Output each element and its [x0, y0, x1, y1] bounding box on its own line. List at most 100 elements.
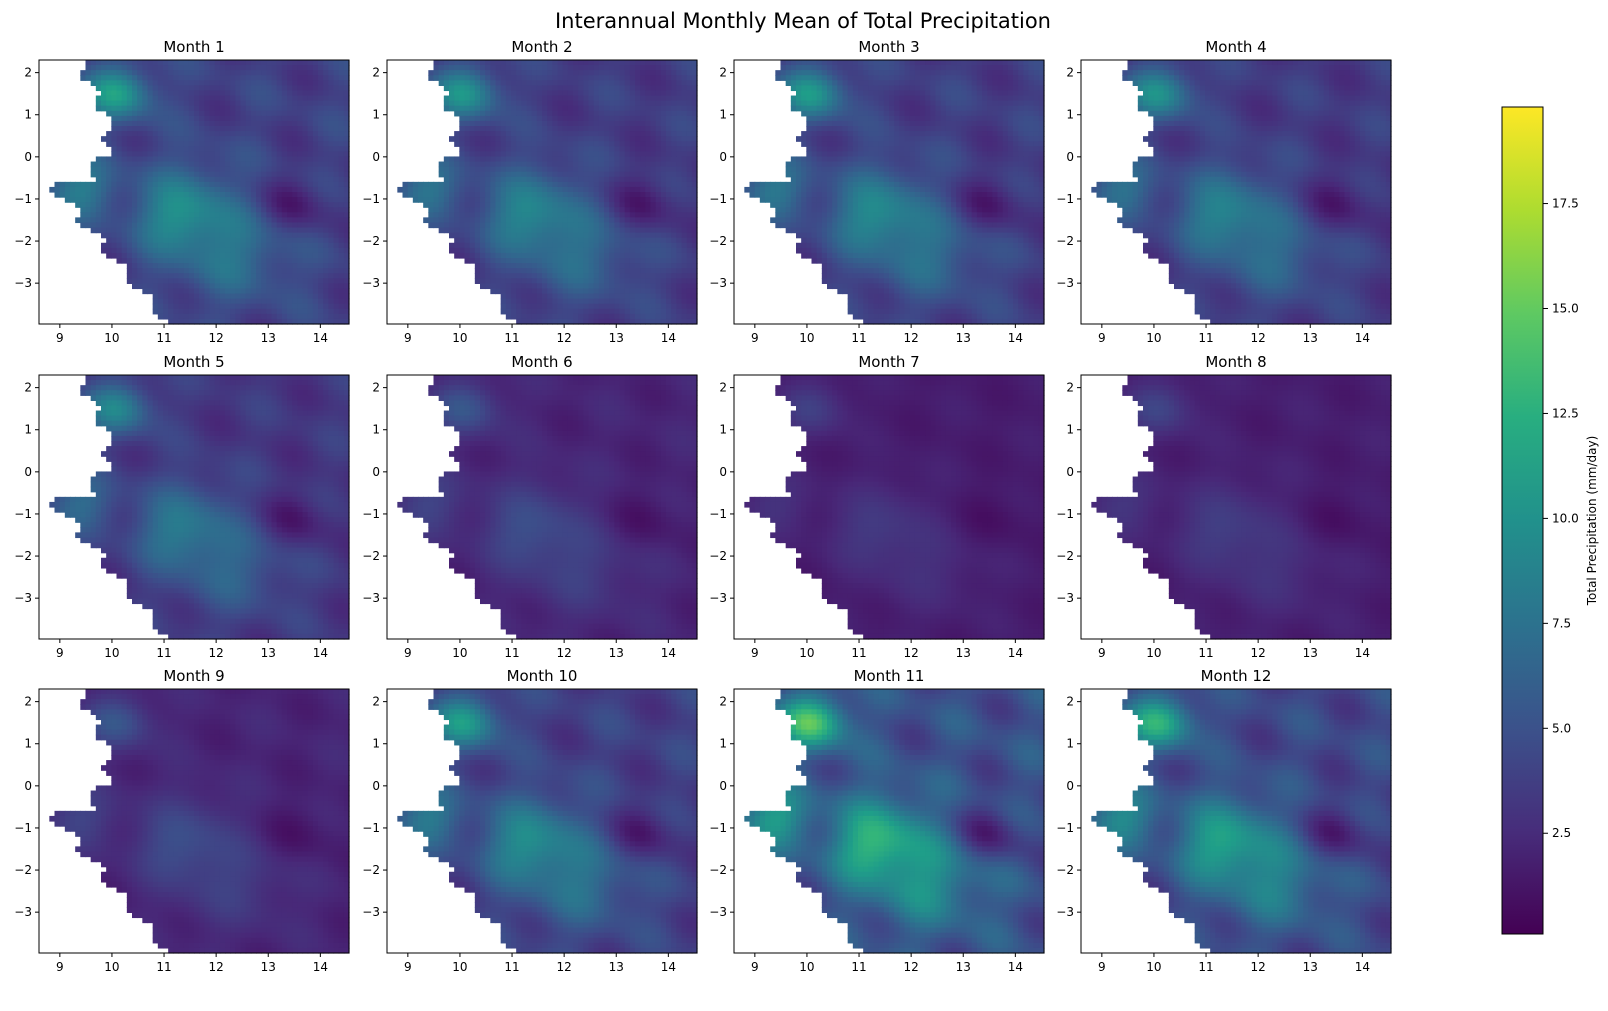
heatmap-cell	[241, 314, 247, 320]
heatmap-cell	[287, 141, 293, 147]
heatmap-cell	[589, 172, 595, 178]
heatmap-cell	[614, 243, 620, 249]
heatmap-cell	[158, 304, 164, 310]
heatmap-cell	[241, 90, 247, 96]
heatmap-cell	[179, 65, 185, 71]
heatmap-cell	[287, 202, 293, 208]
heatmap-cell	[282, 111, 288, 117]
heatmap-cell	[661, 151, 667, 157]
heatmap-cell	[449, 248, 455, 254]
heatmap-cell	[194, 192, 200, 198]
heatmap-cell	[142, 253, 148, 259]
heatmap-cell	[620, 146, 626, 152]
heatmap-cell	[490, 116, 496, 122]
heatmap-cell	[251, 238, 257, 244]
heatmap-cell	[635, 96, 641, 102]
heatmap-cell	[199, 192, 205, 198]
heatmap-cell	[210, 268, 216, 274]
heatmap-cell	[261, 141, 267, 147]
heatmap-cell	[91, 80, 97, 86]
heatmap-cell	[153, 248, 159, 254]
heatmap-cell	[511, 288, 517, 294]
heatmap-cell	[501, 228, 507, 234]
heatmap-cell	[256, 294, 262, 300]
heatmap-cell	[96, 106, 102, 112]
heatmap-cell	[204, 85, 210, 91]
heatmap-cell	[168, 141, 174, 147]
heatmap-cell	[272, 243, 278, 249]
heatmap-cell	[272, 96, 278, 102]
heatmap-cell	[277, 121, 283, 127]
heatmap-cell	[676, 248, 682, 254]
heatmap-cell	[532, 283, 538, 289]
heatmap-cell	[589, 197, 595, 203]
heatmap-cell	[645, 197, 651, 203]
heatmap-cell	[132, 151, 138, 157]
heatmap-cell	[475, 85, 481, 91]
heatmap-cell	[334, 207, 340, 213]
heatmap-cell	[480, 111, 486, 117]
heatmap-cell	[277, 278, 283, 284]
heatmap-cell	[246, 192, 252, 198]
heatmap-cell	[246, 217, 252, 223]
heatmap-cell	[470, 60, 476, 66]
heatmap-cell	[272, 192, 278, 198]
heatmap-cell	[496, 207, 502, 213]
heatmap-cell	[96, 217, 102, 223]
heatmap-cell	[266, 283, 272, 289]
heatmap-cell	[313, 101, 319, 107]
heatmap-cell	[614, 151, 620, 157]
heatmap-cell	[163, 268, 169, 274]
heatmap-cell	[620, 75, 626, 81]
heatmap-cell	[470, 222, 476, 228]
heatmap-cell	[323, 268, 329, 274]
heatmap-cell	[516, 162, 522, 168]
heatmap-cell	[142, 90, 148, 96]
heatmap-cell	[189, 106, 195, 112]
heatmap-cell	[168, 192, 174, 198]
heatmap-cell	[501, 121, 507, 127]
heatmap-cell	[122, 202, 128, 208]
heatmap-cell	[527, 141, 533, 147]
heatmap-cell	[542, 202, 548, 208]
heatmap-cell	[199, 273, 205, 279]
heatmap-cell	[625, 268, 631, 274]
heatmap-cell	[132, 172, 138, 178]
heatmap-cell	[101, 96, 107, 102]
heatmap-cell	[614, 96, 620, 102]
heatmap-cell	[241, 278, 247, 284]
heatmap-cell	[210, 288, 216, 294]
heatmap-cell	[297, 167, 303, 173]
heatmap-cell	[552, 253, 558, 259]
heatmap-cell	[251, 197, 257, 203]
heatmap-cell	[583, 314, 589, 320]
heatmap-cell	[323, 314, 329, 320]
heatmap-cell	[308, 162, 314, 168]
heatmap-cell	[158, 106, 164, 112]
heatmap-cell	[480, 121, 486, 127]
heatmap-cell	[111, 197, 117, 203]
heatmap-cell	[470, 258, 476, 264]
heatmap-cell	[210, 151, 216, 157]
heatmap-cell	[614, 263, 620, 269]
heatmap-cell	[297, 304, 303, 310]
heatmap-cell	[256, 116, 262, 122]
heatmap-cell	[132, 101, 138, 107]
heatmap-cell	[204, 162, 210, 168]
heatmap-cell	[563, 96, 569, 102]
heatmap-cell	[604, 228, 610, 234]
heatmap-cell	[645, 243, 651, 249]
heatmap-cell	[516, 304, 522, 310]
heatmap-cell	[277, 253, 283, 259]
heatmap-cell	[86, 192, 92, 198]
heatmap-cell	[158, 96, 164, 102]
heatmap-cell	[334, 151, 340, 157]
heatmap-cell	[277, 85, 283, 91]
heatmap-cell	[235, 268, 241, 274]
heatmap-cell	[313, 309, 319, 315]
heatmap-cell	[179, 207, 185, 213]
heatmap-cell	[459, 126, 465, 132]
heatmap-cell	[480, 85, 486, 91]
heatmap-cell	[661, 106, 667, 112]
heatmap-cell	[65, 197, 71, 203]
